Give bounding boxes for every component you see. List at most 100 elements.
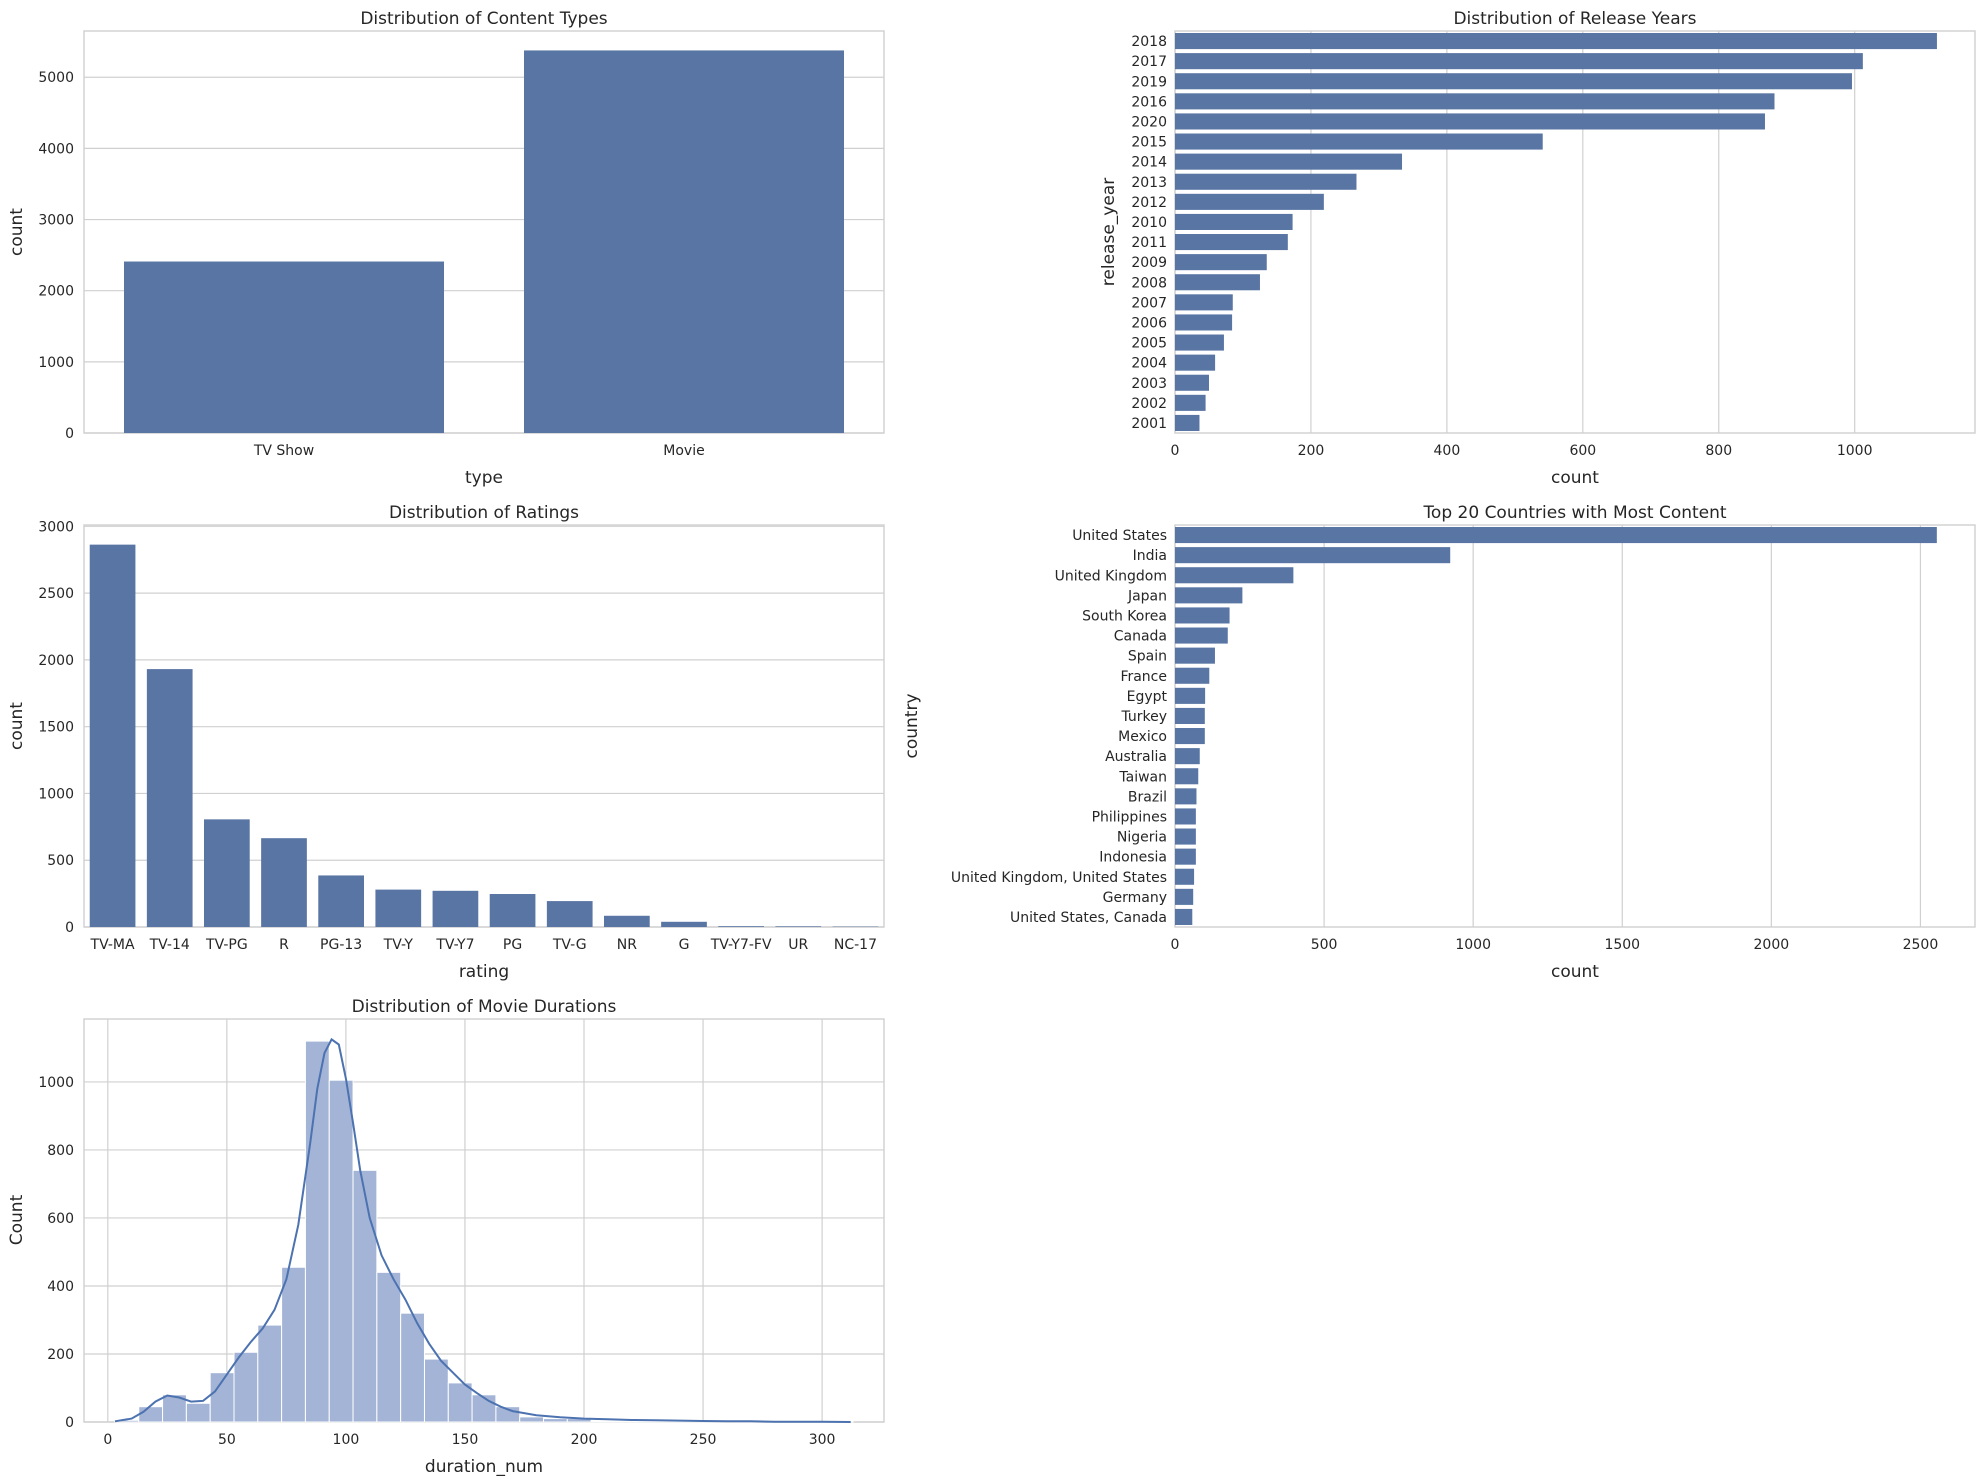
x-tick-label: 1000 [1837, 443, 1873, 459]
chart-title: Distribution of Ratings [389, 503, 579, 523]
bar [1175, 394, 1206, 411]
x-tick-label: 1000 [1455, 937, 1491, 953]
x-axis-label: count [1551, 962, 1599, 982]
bar [1175, 314, 1233, 331]
ratings-panel: 0 500 1000 1500 2000 2500 3000 TV-MA TV-14 TV-PG R… [7, 503, 885, 982]
bar [604, 915, 650, 927]
bar [1175, 213, 1293, 230]
x-tick-label: NR [617, 937, 637, 953]
histogram-bar [376, 1271, 402, 1423]
bar [661, 921, 707, 927]
bar [1175, 53, 1863, 70]
bar [1175, 527, 1937, 544]
y-tick-label: 2001 [1131, 416, 1167, 432]
bar [1175, 113, 1765, 130]
x-tick-label: TV-Y [383, 937, 414, 953]
y-tick-label: Nigeria [1117, 830, 1167, 846]
y-tick-label: 2013 [1131, 175, 1167, 191]
histogram-bar [543, 1418, 568, 1423]
y-tick-label: United States [1072, 528, 1167, 544]
y-tick-label: 2016 [1131, 94, 1167, 110]
x-tick-label: PG [503, 937, 522, 953]
x-tick-label: TV-Y7-FV [710, 937, 772, 953]
bar [524, 50, 844, 433]
y-tick-label: 2002 [1131, 396, 1167, 412]
x-tick-label: 2000 [1754, 937, 1790, 953]
y-tick-label: 0 [65, 920, 74, 936]
histogram-bar [328, 1079, 354, 1423]
bar [1175, 254, 1267, 271]
chart-title: Top 20 Countries with Most Content [1422, 503, 1726, 523]
y-tick-label: 2010 [1131, 215, 1167, 231]
bar [1175, 567, 1294, 584]
y-tick-label: 1000 [38, 786, 74, 802]
y-tick-label: 2500 [38, 586, 74, 602]
x-axis-label: duration_num [425, 1457, 543, 1477]
bar [1175, 354, 1216, 371]
y-tick-label: Brazil [1128, 789, 1167, 805]
y-tick-label: 3000 [38, 519, 74, 535]
y-tick-label: 2000 [38, 653, 74, 669]
bar [1175, 153, 1403, 170]
x-tick-label: 200 [1298, 443, 1325, 459]
x-axis-label: count [1551, 468, 1599, 488]
bar [1175, 768, 1199, 785]
y-tick-label: 2014 [1131, 155, 1167, 171]
y-axis-label: country [902, 693, 922, 758]
y-tick-label: 2008 [1131, 275, 1167, 291]
y-tick-label: United States, Canada [1010, 910, 1167, 926]
y-tick-label: Spain [1128, 649, 1167, 665]
bar [89, 544, 136, 927]
bar [1175, 908, 1193, 925]
bar [146, 669, 193, 927]
bar [1175, 133, 1543, 150]
histogram-bar [423, 1358, 449, 1423]
bar [718, 926, 764, 927]
y-tick-label: 2017 [1131, 54, 1167, 70]
y-tick-label: United Kingdom, United States [951, 870, 1167, 886]
y-tick-label: Turkey [1120, 709, 1167, 725]
x-tick-label: 400 [1434, 443, 1461, 459]
y-axis-label: release_year [1099, 178, 1119, 286]
x-axis-label: rating [459, 962, 509, 982]
histogram-bar [233, 1351, 259, 1423]
y-tick-label: 600 [47, 1211, 74, 1227]
bar [1175, 627, 1228, 644]
bar [1175, 587, 1243, 604]
bar [1175, 707, 1205, 724]
x-tick-label: R [279, 937, 289, 953]
plot-frame [83, 1018, 885, 1423]
bar [1175, 848, 1196, 865]
bar [1175, 173, 1357, 190]
x-tick-label: 800 [1705, 443, 1732, 459]
histogram-bar [138, 1406, 164, 1423]
x-tick-label: 500 [1311, 937, 1338, 953]
histogram-bar [590, 1420, 616, 1423]
bar [432, 890, 479, 927]
x-tick-label: 200 [571, 1432, 598, 1448]
bar [775, 926, 822, 927]
bar [546, 901, 593, 927]
bar [1175, 607, 1230, 624]
y-tick-label: 3000 [38, 213, 74, 229]
y-axis-label: count [7, 702, 27, 750]
x-tick-label: 300 [809, 1432, 836, 1448]
bar [1175, 748, 1200, 765]
y-tick-label: Taiwan [1118, 769, 1167, 785]
y-tick-label: Philippines [1092, 809, 1167, 825]
histogram-bar [304, 1040, 330, 1423]
y-tick-label: 1000 [38, 355, 74, 371]
y-tick-label: 0 [65, 426, 74, 442]
x-tick-label: TV-PG [205, 937, 248, 953]
bar [1175, 193, 1324, 210]
x-axis-label: type [465, 468, 503, 488]
x-tick-label: 50 [218, 1432, 236, 1448]
bar [318, 875, 364, 927]
content-types-panel: 0 1000 2000 3000 4000 5000 TV Show Movie Distri… [7, 9, 885, 488]
y-tick-label: 2012 [1131, 195, 1167, 211]
x-tick-label: 0 [1171, 937, 1180, 953]
bar [1175, 647, 1215, 664]
y-tick-label: France [1120, 669, 1167, 685]
bar [1175, 808, 1196, 825]
